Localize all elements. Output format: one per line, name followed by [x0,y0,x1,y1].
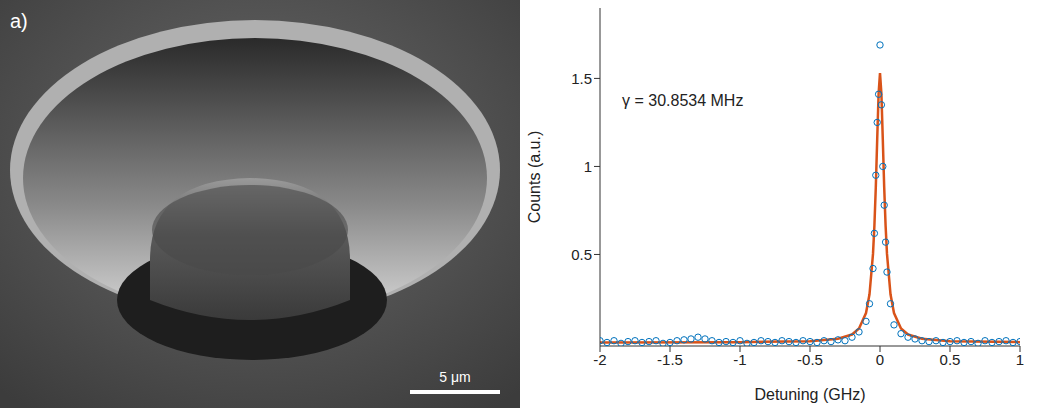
svg-text:1: 1 [1016,351,1024,368]
svg-text:-1.5: -1.5 [657,351,683,368]
svg-text:5 μm: 5 μm [439,369,470,385]
svg-text:Detuning (GHz): Detuning (GHz) [754,386,865,403]
svg-text:-2: -2 [593,351,606,368]
svg-text:0: 0 [876,351,884,368]
svg-text:1.5: 1.5 [571,70,592,87]
svg-text:-1: -1 [733,351,746,368]
svg-text:0.5: 0.5 [940,351,961,368]
svg-text:Counts (a.u.): Counts (a.u.) [526,131,543,223]
svg-text:1: 1 [584,158,592,175]
svg-text:0.5: 0.5 [571,246,592,263]
svg-text:-0.5: -0.5 [797,351,823,368]
svg-text:a): a) [10,10,28,32]
html-text:γ = 30.8534 MHz: γ = 30.8534 MHz [622,92,744,109]
